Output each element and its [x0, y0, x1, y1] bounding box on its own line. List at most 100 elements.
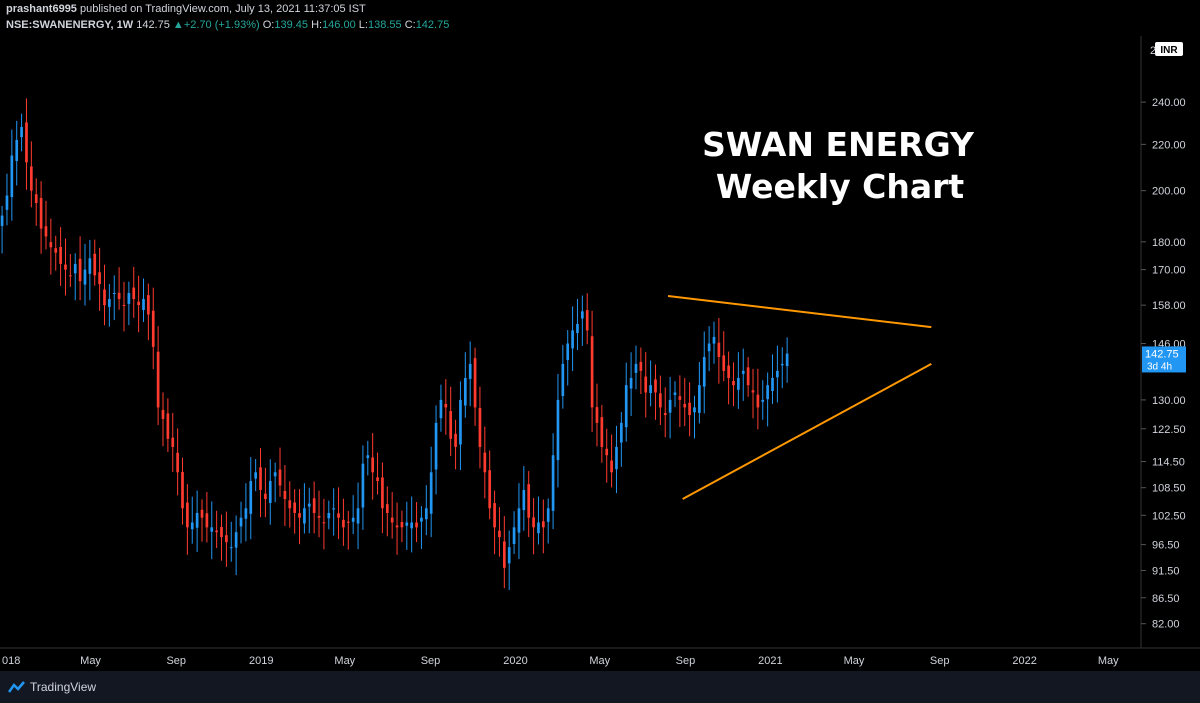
price-tick-label: 170.00	[1152, 265, 1186, 277]
candle	[693, 395, 696, 439]
candle	[39, 181, 43, 254]
candle-body	[327, 512, 331, 519]
time-tick-label: May	[80, 655, 101, 667]
candle-body	[717, 342, 721, 358]
chart-canvas[interactable]: SWAN ENERGY Weekly Chart 240.00 220.00 200…	[0, 36, 1200, 671]
currency-label: INR	[1160, 45, 1178, 56]
candle	[766, 372, 769, 427]
candle-body	[712, 336, 716, 344]
time-axis[interactable]: 018 May Sep 2019 May Sep 2020 May Sep 2021 May Sep 2…	[2, 655, 1119, 667]
candle-body	[117, 292, 121, 300]
candle	[307, 487, 311, 534]
candle	[268, 459, 272, 525]
candle	[151, 287, 155, 370]
currency-badge[interactable]: INR	[1155, 42, 1183, 56]
candle-body	[600, 417, 604, 447]
candle-body	[88, 258, 92, 274]
candle-body	[615, 446, 618, 470]
candle-body	[551, 455, 555, 511]
candle	[737, 352, 740, 409]
candle-body	[498, 530, 501, 538]
candle	[361, 445, 365, 530]
upper-trendline[interactable]	[667, 295, 932, 329]
candle	[122, 281, 126, 332]
footer-bar: TradingView	[0, 671, 1200, 703]
tradingview-logo-icon[interactable]	[8, 680, 26, 694]
candle-body	[493, 503, 496, 528]
candle-body	[722, 355, 726, 371]
candle-body	[30, 166, 33, 191]
candle-body	[181, 471, 184, 509]
candle	[34, 178, 38, 226]
symbol-label[interactable]: NSE:SWANENERGY, 1W	[6, 19, 134, 31]
candle	[278, 447, 282, 497]
candle-body	[49, 242, 53, 248]
candle	[234, 515, 238, 576]
candle-body	[537, 522, 540, 534]
candle-body	[532, 517, 535, 528]
candle-body	[756, 394, 760, 408]
candle-body	[132, 287, 136, 300]
candle	[49, 218, 53, 275]
candle	[200, 499, 204, 542]
candle-body	[385, 504, 389, 513]
candle	[293, 489, 296, 534]
candle	[624, 362, 628, 442]
publish-info: prashant6995 published on TradingView.co…	[6, 3, 366, 15]
candle-body	[73, 263, 77, 274]
candle-body	[278, 469, 282, 486]
candle	[176, 428, 179, 496]
candle	[181, 457, 184, 525]
candle-body	[581, 311, 584, 319]
candle-body	[780, 363, 784, 366]
candle	[264, 467, 267, 518]
candle-body	[566, 343, 570, 361]
candle	[659, 375, 662, 426]
candle	[5, 173, 9, 226]
candle	[59, 227, 62, 286]
candle-body	[147, 295, 150, 315]
candle	[459, 381, 462, 471]
time-tick-label: May	[334, 655, 355, 667]
candle	[634, 345, 638, 390]
candle-body	[298, 513, 301, 518]
price-tick-label: 82.00	[1152, 619, 1180, 631]
candle-body	[483, 452, 487, 473]
candle	[780, 347, 784, 389]
price-axis[interactable]: 240.00220.00200.00180.00170.00158.00146.…	[1141, 97, 1186, 631]
candle-body	[571, 330, 574, 349]
candle	[117, 267, 121, 310]
candle-body	[186, 502, 189, 528]
time-tick-label: May	[844, 655, 865, 667]
candle-body	[488, 470, 492, 509]
candle-body	[517, 508, 521, 533]
candle	[239, 501, 243, 544]
candle	[698, 362, 701, 424]
candle	[439, 384, 443, 432]
publisher-name[interactable]: prashant6995	[6, 3, 77, 15]
lower-trendline[interactable]	[682, 363, 932, 500]
candle-body	[332, 508, 336, 510]
candle	[654, 364, 657, 420]
triangle-pattern[interactable]	[667, 295, 932, 500]
candle	[385, 486, 389, 537]
candle	[688, 382, 691, 437]
chart-area[interactable]: SWAN ENERGY Weekly Chart 240.00 220.00 200…	[0, 36, 1200, 671]
candle-body	[142, 299, 145, 310]
candle	[93, 239, 97, 286]
candle	[317, 490, 321, 538]
candle	[156, 326, 160, 426]
price-tick-label: 102.50	[1152, 510, 1186, 522]
candle-body	[644, 376, 648, 393]
tradingview-brand[interactable]: TradingView	[30, 680, 97, 694]
candle-body	[590, 336, 594, 408]
candle	[127, 281, 131, 326]
candle-body	[273, 472, 277, 477]
candle-body	[546, 508, 550, 522]
time-tick-label: 2019	[249, 655, 273, 667]
candle	[161, 392, 165, 447]
publish-date: published on TradingView.com, July 13, 2…	[80, 3, 366, 15]
candle-body	[317, 515, 321, 518]
candle	[215, 510, 218, 548]
candle	[44, 200, 48, 250]
